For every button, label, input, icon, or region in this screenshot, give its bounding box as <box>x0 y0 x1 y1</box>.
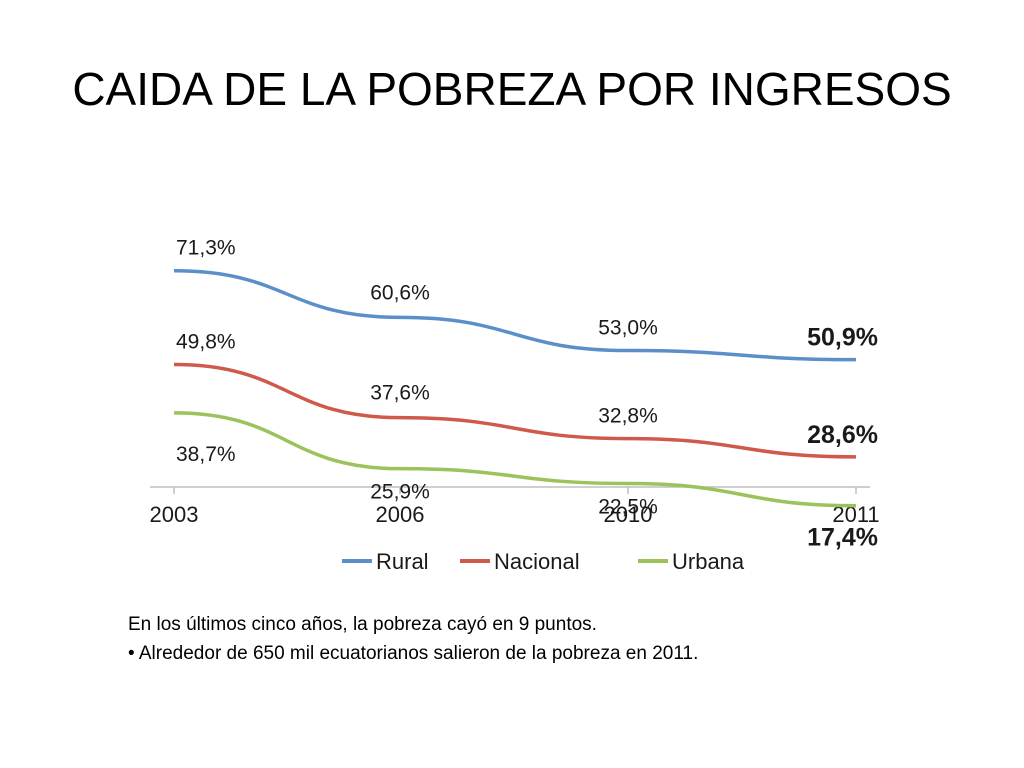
legend-label-nacional: Nacional <box>494 549 580 574</box>
data-label-nacional-2006: 37,6% <box>370 382 430 405</box>
data-label-nacional-2011: 28,6% <box>807 421 878 449</box>
data-label-urbana-2010: 22,5% <box>598 496 658 519</box>
data-label-urbana-2006: 25,9% <box>370 481 430 504</box>
caption-line-1: En los últimos cinco años, la pobreza ca… <box>128 614 597 635</box>
data-label-urbana-2003: 38,7% <box>176 443 236 466</box>
x-tick-label-2010: 2010 <box>604 502 653 527</box>
caption: En los últimos cinco años, la pobreza ca… <box>128 610 698 668</box>
data-label-urbana-2011: 17,4% <box>807 524 878 552</box>
series-line-urbana <box>173 411 857 508</box>
series-line-rural <box>173 268 857 362</box>
slide-title: CAIDA DE LA POBREZA POR INGRESOS <box>72 63 952 115</box>
data-label-rural-2011: 50,9% <box>807 324 878 352</box>
data-label-rural-2010: 53,0% <box>598 317 658 340</box>
series-line-nacional <box>173 362 857 459</box>
data-label-nacional-2003: 49,8% <box>176 330 236 353</box>
legend-label-urbana: Urbana <box>672 549 745 574</box>
data-label-rural-2006: 60,6% <box>370 281 430 304</box>
data-label-nacional-2010: 32,8% <box>598 405 658 428</box>
data-label-rural-2003: 71,3% <box>176 237 236 260</box>
x-tick-label-2003: 2003 <box>150 502 199 527</box>
caption-line-2: • Alrededor de 650 mil ecuatorianos sali… <box>128 643 699 664</box>
legend-label-rural: Rural <box>376 549 429 574</box>
x-tick-label-2006: 2006 <box>376 502 425 527</box>
